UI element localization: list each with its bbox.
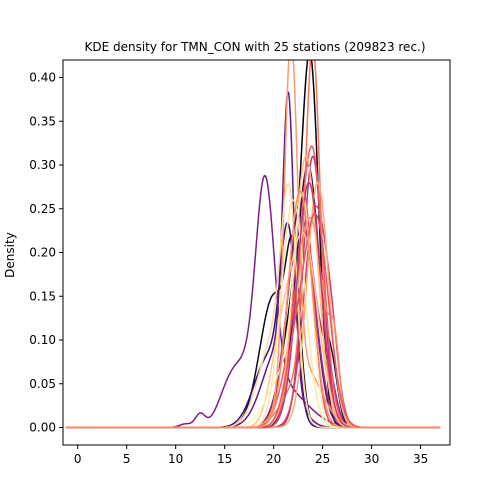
- y-tick-label: 0.40: [29, 71, 56, 85]
- kde-line-12: [65, 190, 441, 429]
- kde-line-2: [65, 234, 441, 429]
- kde-line-6: [65, 90, 441, 429]
- kde-line-20: [65, 182, 441, 429]
- x-tick-label: 15: [217, 452, 232, 466]
- y-tick-label: 0.20: [29, 246, 56, 260]
- y-tick-label: 0.10: [29, 333, 56, 347]
- kde-line-23: [65, 181, 441, 429]
- y-tick-label: 0.35: [29, 114, 56, 128]
- y-tick-label: 0.25: [29, 202, 56, 216]
- y-axis-label: Density: [3, 232, 17, 278]
- x-tick-label: 10: [168, 452, 183, 466]
- y-tick-label: 0.30: [29, 158, 56, 172]
- axes-layer: 0 5 10 15 20 25 30 35 0.00 0.05 0.10 0.15 0.20 0.25 0.…: [29, 59, 451, 466]
- x-tick-label: 5: [123, 452, 131, 466]
- x-tick-label: 25: [315, 452, 330, 466]
- kde-line-16: [65, 60, 441, 429]
- kde-line-17: [65, 181, 441, 429]
- chart-title: KDE density for TMN_CON with 25 stations…: [84, 40, 425, 54]
- kde-line-8: [65, 233, 441, 429]
- y-tick-label: 0.05: [29, 377, 56, 391]
- x-tick-label: 0: [74, 452, 82, 466]
- plot-frame: [62, 59, 451, 446]
- kde-line-19: [65, 231, 441, 429]
- kde-line-14: [65, 60, 441, 429]
- x-tick-label: 30: [364, 452, 379, 466]
- x-tick-label: 35: [413, 452, 428, 466]
- kde-line-25: [65, 190, 441, 429]
- y-tick-label: 0.15: [29, 289, 56, 303]
- y-tick-label: 0.00: [29, 421, 56, 435]
- kde-line-1: [65, 60, 441, 429]
- x-tick-label: 20: [266, 452, 281, 466]
- series-layer: [65, 60, 441, 429]
